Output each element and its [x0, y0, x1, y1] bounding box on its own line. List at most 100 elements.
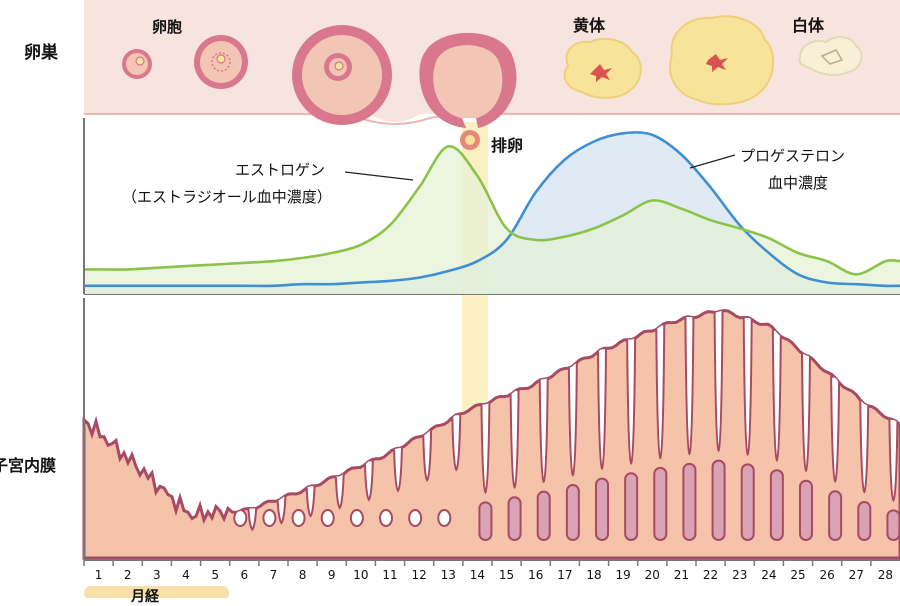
crypt [626, 335, 637, 465]
estrogen-leader [344, 171, 414, 181]
day-label: 15 [499, 568, 514, 582]
gland-cross-section [437, 509, 452, 527]
gland-cross-section [291, 509, 306, 527]
day-label: 24 [761, 568, 776, 582]
crypt [276, 495, 287, 525]
crypt [742, 315, 753, 457]
gland [769, 469, 784, 542]
day-label: 14 [470, 568, 485, 582]
day-label: 16 [528, 568, 543, 582]
crypt [596, 347, 608, 471]
estrogen-line [85, 145, 900, 276]
gland [565, 484, 580, 542]
day-label: 17 [557, 568, 572, 582]
crypt [684, 314, 695, 456]
gland [711, 459, 726, 541]
crypt [422, 429, 433, 482]
hormone-chart [83, 118, 900, 295]
gland [653, 466, 668, 541]
day-label: 25 [790, 568, 805, 582]
crypt [713, 310, 724, 453]
gland [624, 472, 639, 541]
day-label: 3 [153, 568, 161, 582]
day-label: 27 [849, 568, 864, 582]
crypt [363, 459, 374, 502]
corpus-albicans-label: 白体 [792, 16, 825, 35]
day-label: 7 [270, 568, 278, 582]
gland [799, 479, 813, 541]
day-label: 13 [441, 568, 456, 582]
crypt [771, 328, 782, 462]
gland [682, 462, 697, 542]
crypt [567, 361, 578, 477]
ovary-structures [122, 15, 863, 150]
corpus-luteum-early [563, 37, 642, 99]
day-label: 18 [586, 568, 601, 582]
day-label: 22 [703, 568, 718, 582]
ovulation-label: 排卵 [491, 136, 524, 155]
gland [857, 501, 872, 541]
follicle-large [292, 25, 392, 125]
progesterone-leader [689, 154, 736, 169]
corpus-luteum-mature [669, 15, 775, 106]
ovary-label: 卵巣 [24, 43, 58, 63]
gland-cross-section [262, 509, 277, 527]
crypt [480, 400, 491, 494]
crypt [392, 445, 404, 493]
menstruation-bar [84, 586, 229, 600]
gland [507, 496, 522, 541]
gland-cross-section [408, 509, 423, 527]
day-label: 6 [240, 568, 248, 582]
day-label: 12 [412, 568, 427, 582]
day-label: 21 [674, 568, 689, 582]
gland [595, 477, 609, 541]
follicle-medium [194, 35, 248, 89]
day-label: 23 [732, 568, 747, 582]
day-ticks: 1 2 3 4 5 6 7 8 9 10 11 12 13 14 15 16 17 18 19 20 21 22 23 24 2… [83, 560, 893, 582]
day-label: 2 [124, 568, 132, 582]
estrogen-sublabel: （エストラジオール血中濃度） [122, 188, 332, 206]
crypt [305, 484, 316, 518]
progesterone-sublabel: 血中濃度 [768, 174, 829, 192]
day-label: 9 [328, 568, 336, 582]
endometrial-glands [233, 310, 900, 542]
follicle-small [122, 49, 152, 79]
gland-cross-section [379, 509, 393, 527]
day-label: 1 [95, 568, 103, 582]
crypt [888, 417, 899, 503]
follicle-label: 卵胞 [152, 18, 183, 36]
day-label: 5 [211, 568, 219, 582]
crypt [451, 413, 462, 472]
corpus-albicans [798, 36, 863, 76]
crypt [538, 376, 549, 484]
day-label: 10 [353, 568, 368, 582]
crypt [830, 375, 841, 483]
corpus-luteum-label: 黄体 [573, 16, 606, 35]
gland [536, 490, 551, 542]
day-label: 20 [645, 568, 660, 582]
crypt [509, 388, 520, 489]
estrogen-area [85, 146, 900, 294]
progesterone-label: プロゲステロン [740, 147, 846, 165]
gland-cross-section [349, 509, 364, 527]
day-label: 11 [382, 568, 397, 582]
day-label: 4 [182, 568, 190, 582]
gland [740, 463, 755, 541]
day-label: 26 [820, 568, 835, 582]
crypt [247, 505, 258, 532]
estrogen-label: エストロゲン [235, 161, 326, 179]
menstruation-label: 月経 [131, 589, 159, 605]
gland [478, 501, 493, 541]
day-label: 8 [299, 568, 307, 582]
day-label: 19 [616, 568, 631, 582]
gland-cross-section [320, 509, 335, 527]
gland [828, 490, 843, 541]
progesterone-line [85, 131, 900, 288]
crypt [334, 471, 345, 510]
day-label: 28 [878, 568, 893, 582]
endometrium-label: 子宮内膜 [0, 456, 57, 475]
crypt [859, 399, 870, 494]
crypt [655, 323, 666, 460]
